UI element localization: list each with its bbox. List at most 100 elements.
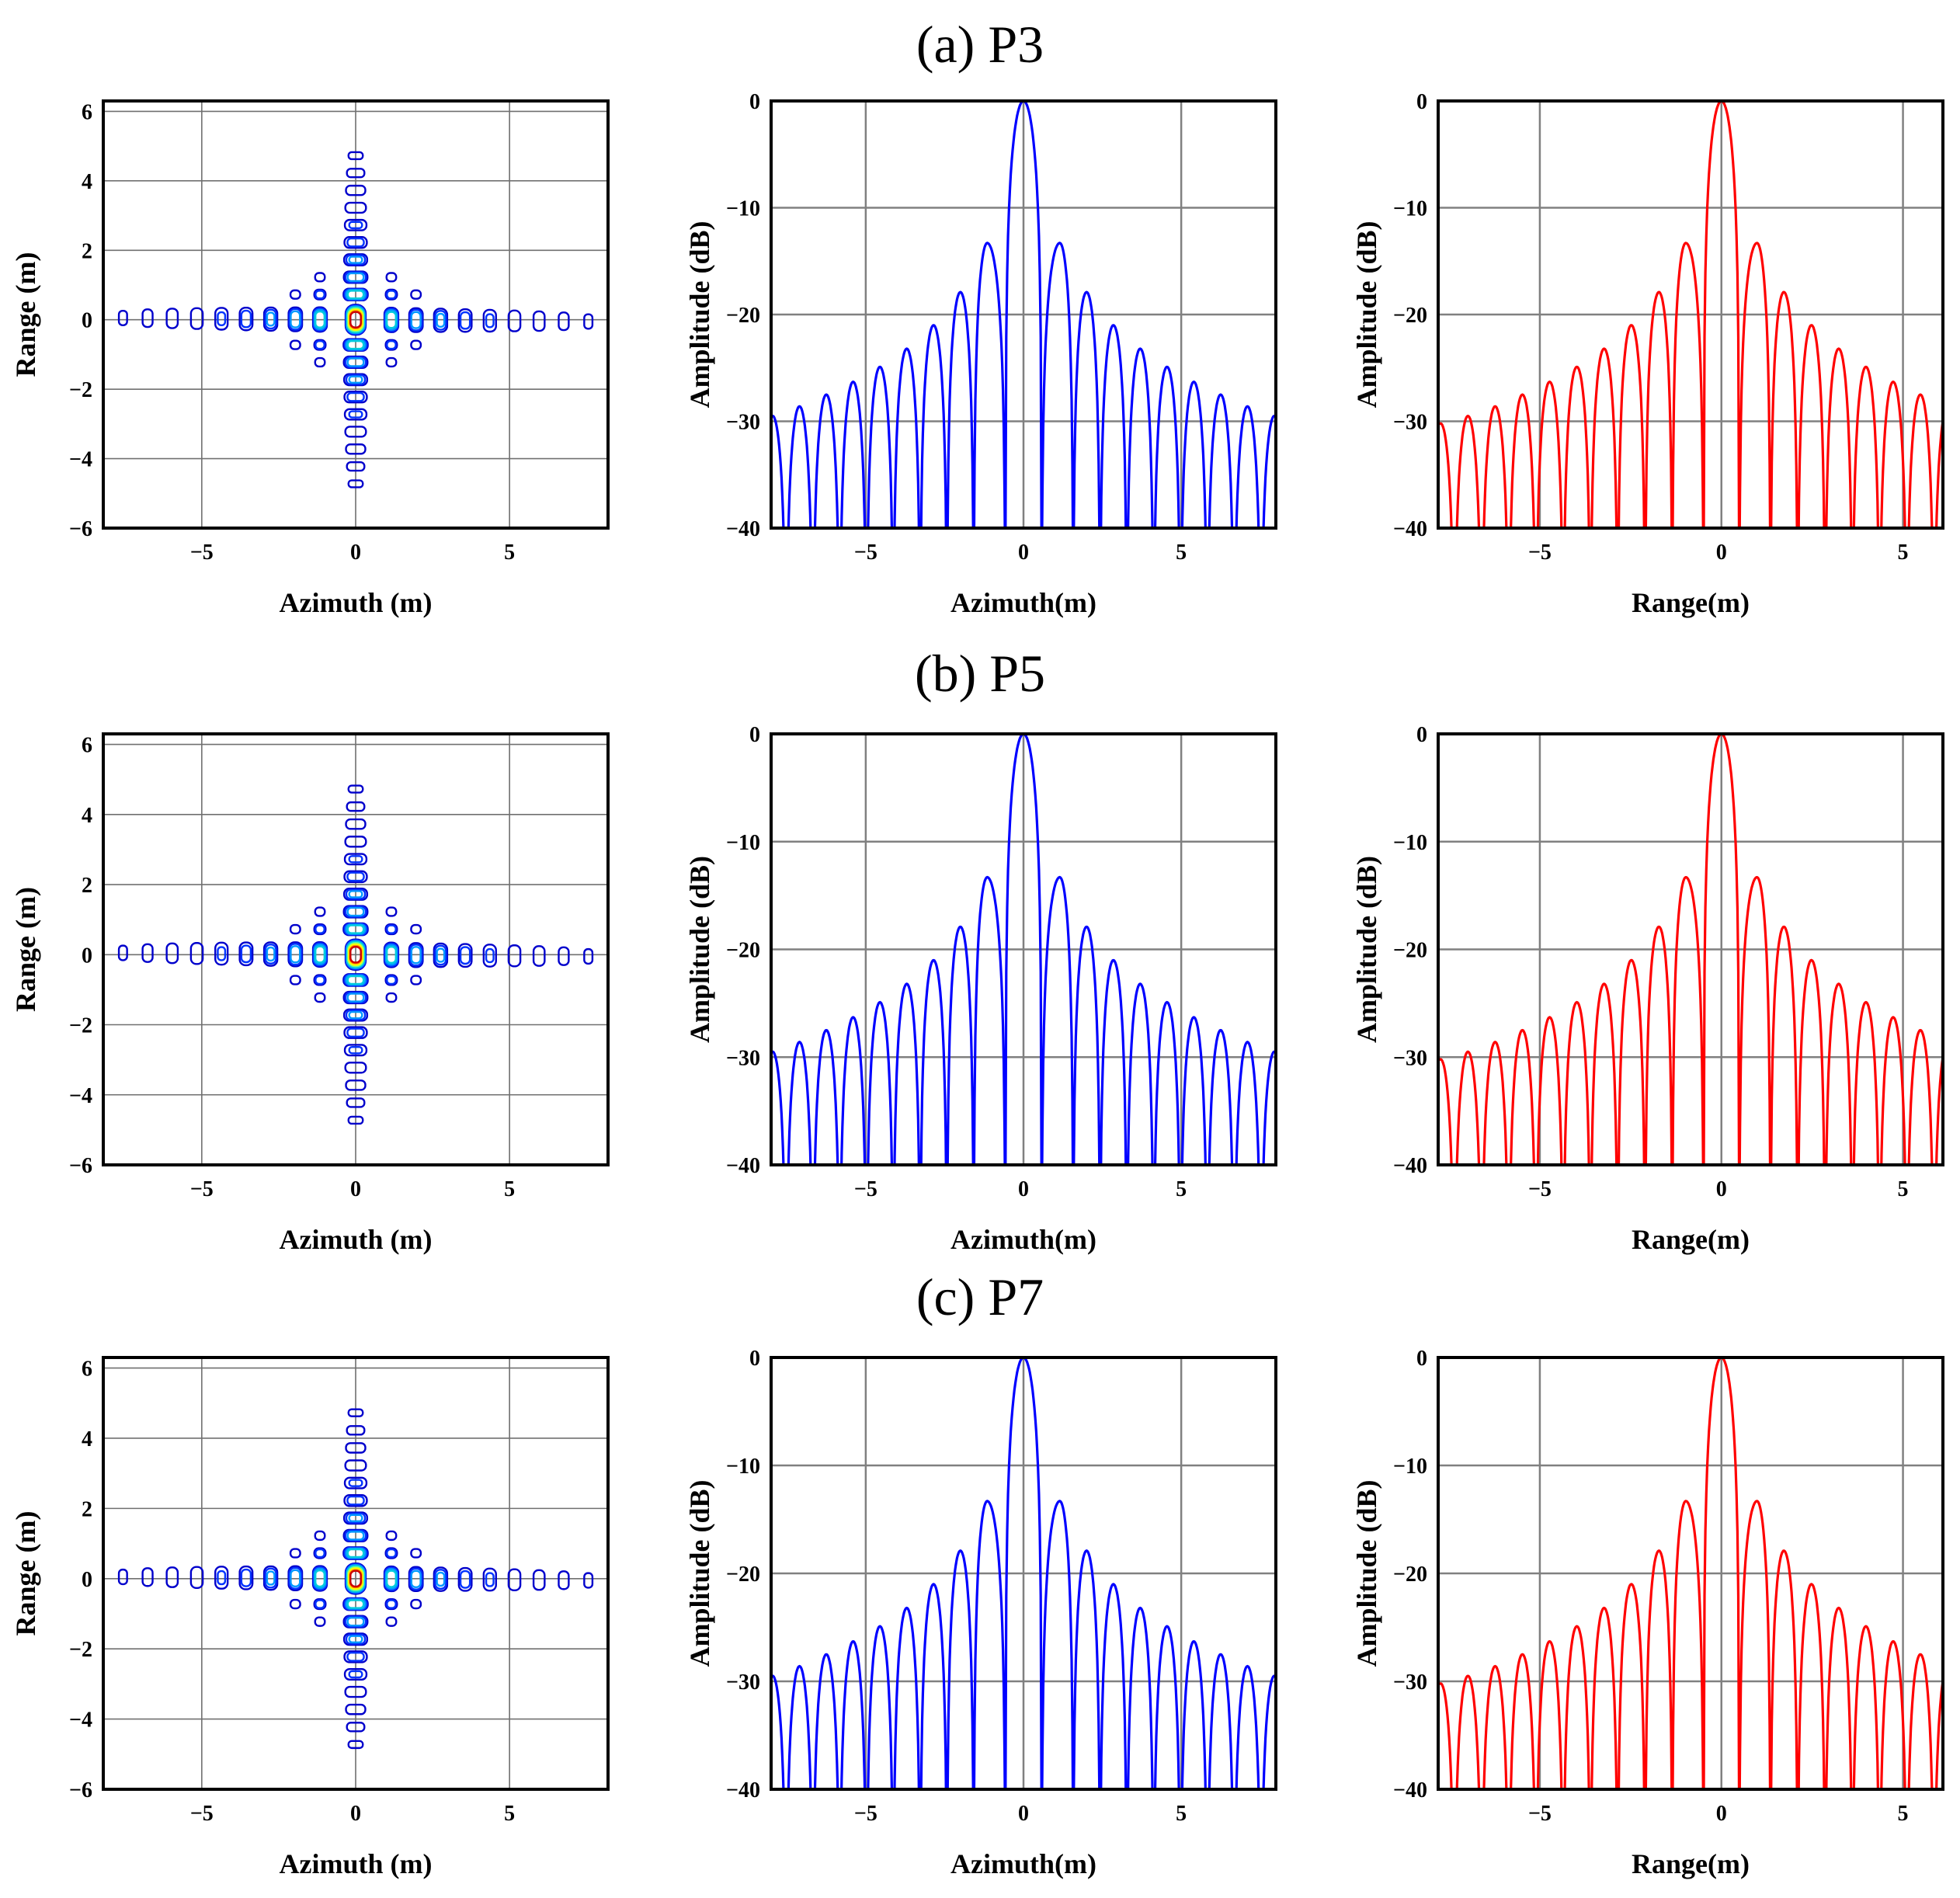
y-tick-label: −20 xyxy=(1393,1563,1427,1587)
y-tick-label: −30 xyxy=(1393,1046,1427,1070)
contour-range-lobe xyxy=(345,1633,367,1645)
contour-azimuth-lobe xyxy=(313,944,327,965)
contour-azimuth-lobe xyxy=(384,1568,398,1590)
contour-cross-lobe xyxy=(410,1598,422,1610)
contour-mainlobe xyxy=(347,308,364,332)
contour-range-lobe xyxy=(346,391,365,402)
contour-azimuth-lobe xyxy=(457,1566,473,1592)
contour-azimuth-lobe xyxy=(459,946,471,965)
contour-cross-lobe xyxy=(289,339,301,350)
contour-cross-lobe xyxy=(385,272,398,283)
contour-azimuth-lobe xyxy=(240,1568,252,1587)
contour-range-lobe xyxy=(346,272,365,283)
contour-range-lobe xyxy=(344,1459,367,1472)
y-tick-label: −20 xyxy=(1393,939,1427,963)
y-tick-label: −4 xyxy=(69,1084,92,1108)
y-tick-label: −30 xyxy=(1393,411,1427,435)
x-tick-label: −5 xyxy=(190,1802,214,1826)
contour-azimuth-lobe xyxy=(433,942,449,968)
contour-cross-lobe xyxy=(289,975,301,985)
contour-azimuth-lobe xyxy=(507,309,522,332)
contour-azimuth-lobe xyxy=(385,1570,397,1588)
y-tick-label: 2 xyxy=(82,1497,92,1521)
contour-range-lobe xyxy=(346,461,366,472)
contour-azimuth-lobe xyxy=(434,310,447,331)
contour-azimuth-lobe xyxy=(315,310,326,328)
contour-range-lobe xyxy=(346,168,366,179)
y-tick-label: −2 xyxy=(69,1638,92,1662)
y-tick-label: −4 xyxy=(69,1709,92,1733)
y-axis-label: Amplitude (dB) xyxy=(684,221,715,408)
x-tick-label: 5 xyxy=(504,541,515,565)
contour-azimuth-lobe xyxy=(558,311,570,332)
contour-azimuth-lobe xyxy=(436,1571,446,1587)
y-tick-label: 6 xyxy=(82,100,92,124)
contour-range-lobe xyxy=(348,855,363,864)
contour-cross-lobe xyxy=(410,289,422,300)
contour-azimuth-lobe xyxy=(558,1570,570,1590)
contour-azimuth-lobe xyxy=(457,308,473,333)
contour-range-lobe xyxy=(344,1062,367,1074)
contour-cross-lobe xyxy=(385,1530,398,1542)
y-tick-label: −40 xyxy=(1393,517,1427,541)
y-tick-label: 6 xyxy=(82,734,92,758)
contour-azimuth-lobe xyxy=(189,942,204,965)
axes-frame xyxy=(1437,1356,1944,1791)
x-tick-label: −5 xyxy=(1528,541,1552,565)
contour-range-lobe xyxy=(348,1670,363,1679)
contour-azimuth-lobe xyxy=(385,311,397,329)
contour-range-lobe xyxy=(345,1010,367,1021)
contour-cross-lobe xyxy=(315,1548,325,1559)
contour-range-lobe xyxy=(344,1685,367,1698)
contour-cross-lobe xyxy=(384,1597,398,1611)
contour-azimuth-lobe xyxy=(485,947,495,964)
y-tick-label: −10 xyxy=(1393,831,1427,855)
contour-range-lobe xyxy=(343,391,368,404)
x-axis-label: Range(m) xyxy=(1632,1848,1750,1879)
contour-azimuth-lobe xyxy=(433,1566,449,1592)
y-tick-label: −40 xyxy=(726,517,760,541)
contour-azimuth-lobe xyxy=(457,943,473,968)
contour-range-lobe xyxy=(344,201,367,214)
contour-cross-lobe xyxy=(385,356,398,368)
contour-range-lobe xyxy=(343,1044,368,1057)
contour-cross-lobe xyxy=(384,288,398,301)
contour-azimuth-lobe xyxy=(117,309,128,326)
contour-range-lobe xyxy=(346,1097,366,1108)
x-tick-label: 5 xyxy=(1898,1802,1909,1826)
contour-range-lobe xyxy=(342,373,369,387)
x-tick-label: 5 xyxy=(504,1802,515,1826)
x-axis-label: Range(m) xyxy=(1632,587,1750,618)
contour-range-lobe xyxy=(345,1442,367,1454)
y-axis-label: Amplitude (dB) xyxy=(684,1479,715,1667)
y-tick-label: −6 xyxy=(69,517,92,541)
contour-cross-lobe xyxy=(384,974,398,986)
y-tick-label: −4 xyxy=(69,448,92,472)
contour-range-lobe xyxy=(346,924,365,934)
series-line xyxy=(1438,1357,1943,1789)
contour-azimuth-lobe xyxy=(434,1569,447,1590)
plot-area xyxy=(771,101,1276,528)
contour-range-lobe xyxy=(343,408,368,421)
contour-azimuth-lobe xyxy=(264,308,277,330)
contour-azimuth-lobe xyxy=(141,308,154,328)
contour-range-lobe xyxy=(346,871,365,882)
axes-frame xyxy=(102,1356,610,1791)
contour-azimuth-lobe xyxy=(408,1567,423,1590)
contour-range-lobe xyxy=(342,887,369,901)
contour-cross-lobe xyxy=(410,975,422,985)
x-tick-label: 0 xyxy=(1018,541,1029,565)
panel-2-0: −5 0 5 −6 −4 −2 0 2 4 6 Azimuth (m) Range (m) xyxy=(10,1356,610,1879)
contour-range-lobe xyxy=(348,375,363,384)
y-tick-label: −10 xyxy=(1393,1455,1427,1479)
series-line xyxy=(1438,101,1943,528)
y-tick-label: −10 xyxy=(726,197,760,221)
x-tick-label: −5 xyxy=(854,1177,877,1201)
contour-azimuth-lobe xyxy=(165,942,179,965)
row-title-c: (c) P7 xyxy=(916,1267,1044,1326)
contour-range-lobe xyxy=(346,1531,365,1541)
y-tick-label: 6 xyxy=(82,1357,92,1382)
contour-azimuth-lobe xyxy=(217,946,227,961)
contour-azimuth-lobe xyxy=(189,1566,204,1590)
